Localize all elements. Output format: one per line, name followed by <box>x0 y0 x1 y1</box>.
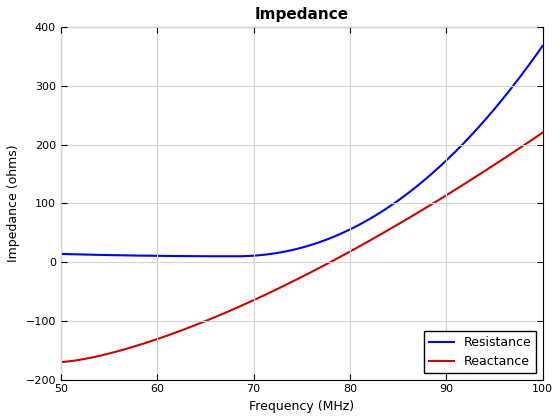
Resistance <box>433 167 440 172</box>
Resistance <box>231 254 237 259</box>
Legend: Resistance, Reactance: Resistance, Reactance <box>423 331 536 373</box>
Reactance <box>58 360 64 365</box>
Reactance <box>253 297 259 302</box>
Resistance <box>442 158 449 163</box>
Title: Impedance: Impedance <box>255 7 349 22</box>
X-axis label: Frequency (MHz): Frequency (MHz) <box>249 400 354 413</box>
Reactance <box>270 289 277 294</box>
Reactance <box>388 226 395 231</box>
Y-axis label: Impedance (ohms): Impedance (ohms) <box>7 144 20 262</box>
Reactance <box>442 194 449 199</box>
Reactance <box>433 199 440 204</box>
Line: Resistance: Resistance <box>61 46 543 256</box>
Resistance <box>58 252 64 257</box>
Resistance <box>389 202 395 207</box>
Resistance <box>253 253 259 258</box>
Line: Reactance: Reactance <box>61 133 543 362</box>
Reactance <box>107 351 114 356</box>
Reactance <box>539 130 546 135</box>
Resistance <box>270 251 277 256</box>
Resistance <box>107 252 114 257</box>
Resistance <box>539 43 546 48</box>
